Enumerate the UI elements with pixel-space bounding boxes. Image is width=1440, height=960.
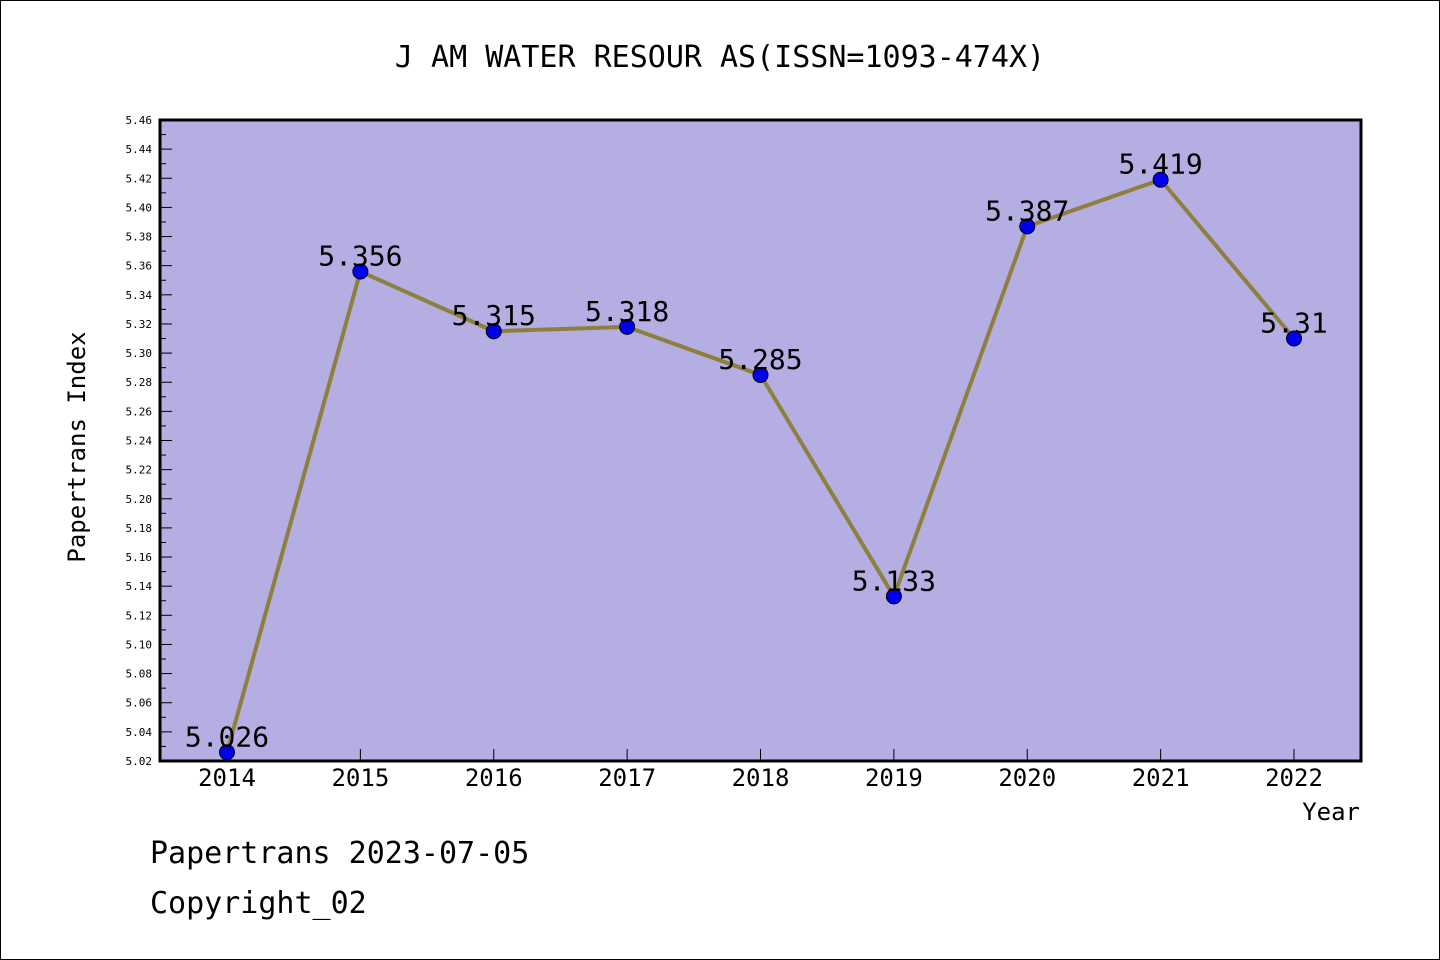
y-tick-label: 5.26	[126, 405, 153, 418]
y-tick-label: 5.12	[126, 609, 153, 622]
x-tick-label: 2015	[331, 764, 389, 792]
x-tick-label: 2017	[598, 764, 656, 792]
plot-area	[158, 118, 1363, 763]
data-point-2021	[1152, 171, 1169, 188]
data-label-2022: 5.31	[1260, 307, 1327, 340]
data-point-2015	[352, 263, 369, 280]
x-tick-label: 2021	[1132, 764, 1190, 792]
x-tick-label: 2019	[865, 764, 923, 792]
data-label-2014: 5.026	[185, 720, 269, 753]
y-tick-label: 5.08	[126, 668, 153, 681]
chart-title: J AM WATER RESOUR AS(ISSN=1093-474X)	[395, 40, 1045, 75]
y-tick-label: 5.06	[126, 697, 153, 710]
y-tick-label: 5.44	[126, 143, 153, 156]
data-point-2018	[752, 366, 769, 383]
data-point-2022	[1286, 330, 1302, 347]
y-tick-label: 5.46	[126, 114, 153, 127]
data-label-2020: 5.387	[985, 194, 1069, 227]
x-axis-label: Year	[1302, 798, 1360, 826]
y-tick-label: 5.20	[126, 493, 153, 506]
x-tick-label: 2014	[198, 764, 256, 792]
y-tick-label: 5.32	[126, 318, 153, 331]
y-tick-label: 5.04	[126, 726, 153, 739]
data-point-2017	[619, 318, 636, 335]
y-tick-label: 5.14	[126, 580, 153, 593]
data-label-2015: 5.356	[318, 240, 402, 273]
x-axis: 2014 2015 2016 2017 2018 2019 2020 2021 2022	[198, 749, 1323, 792]
x-tick-label: 2018	[732, 764, 790, 792]
y-tick-label: 5.16	[126, 551, 153, 564]
x-tick-label: 2022	[1265, 764, 1323, 792]
data-labels: 5.026 5.356 5.315 5.318 5.285 5.133 5.387 5.419…	[185, 148, 1328, 754]
y-tick-label: 5.42	[126, 172, 153, 185]
y-tick-label: 5.40	[126, 201, 153, 214]
data-label-2021: 5.419	[1118, 148, 1202, 181]
data-label-2018: 5.285	[718, 343, 802, 376]
y-tick-label: 5.30	[126, 347, 153, 360]
data-label-2016: 5.315	[452, 299, 536, 332]
data-point-2020	[1019, 218, 1036, 235]
data-label-2019: 5.133	[852, 564, 936, 597]
y-tick-label: 5.34	[126, 289, 153, 302]
y-tick-label: 5.18	[126, 522, 153, 535]
data-point-2014	[219, 744, 235, 761]
y-tick-label: 5.24	[126, 435, 153, 448]
y-tick-label: 5.22	[126, 464, 153, 477]
footer-date: Papertrans 2023-07-05	[150, 836, 530, 871]
x-tick-label: 2020	[998, 764, 1056, 792]
data-label-2017: 5.318	[585, 295, 669, 328]
y-tick-label: 5.38	[126, 231, 153, 244]
x-tick-label: 2016	[465, 764, 523, 792]
data-point-2016	[485, 323, 502, 340]
footer-copyright: Copyright_02	[150, 886, 367, 921]
series-points	[219, 171, 1302, 761]
y-tick-label: 5.10	[126, 638, 153, 651]
y-axis: 5.02 5.04 5.06 5.08 5.10 5.12 5.14 5.16 5.18 5.20…	[126, 114, 172, 768]
data-point-2019	[885, 588, 902, 605]
y-tick-label: 5.28	[126, 376, 153, 389]
y-axis-label: Papertrans Index	[63, 331, 91, 562]
y-tick-label: 5.02	[126, 755, 153, 768]
y-tick-label: 5.36	[126, 260, 153, 273]
